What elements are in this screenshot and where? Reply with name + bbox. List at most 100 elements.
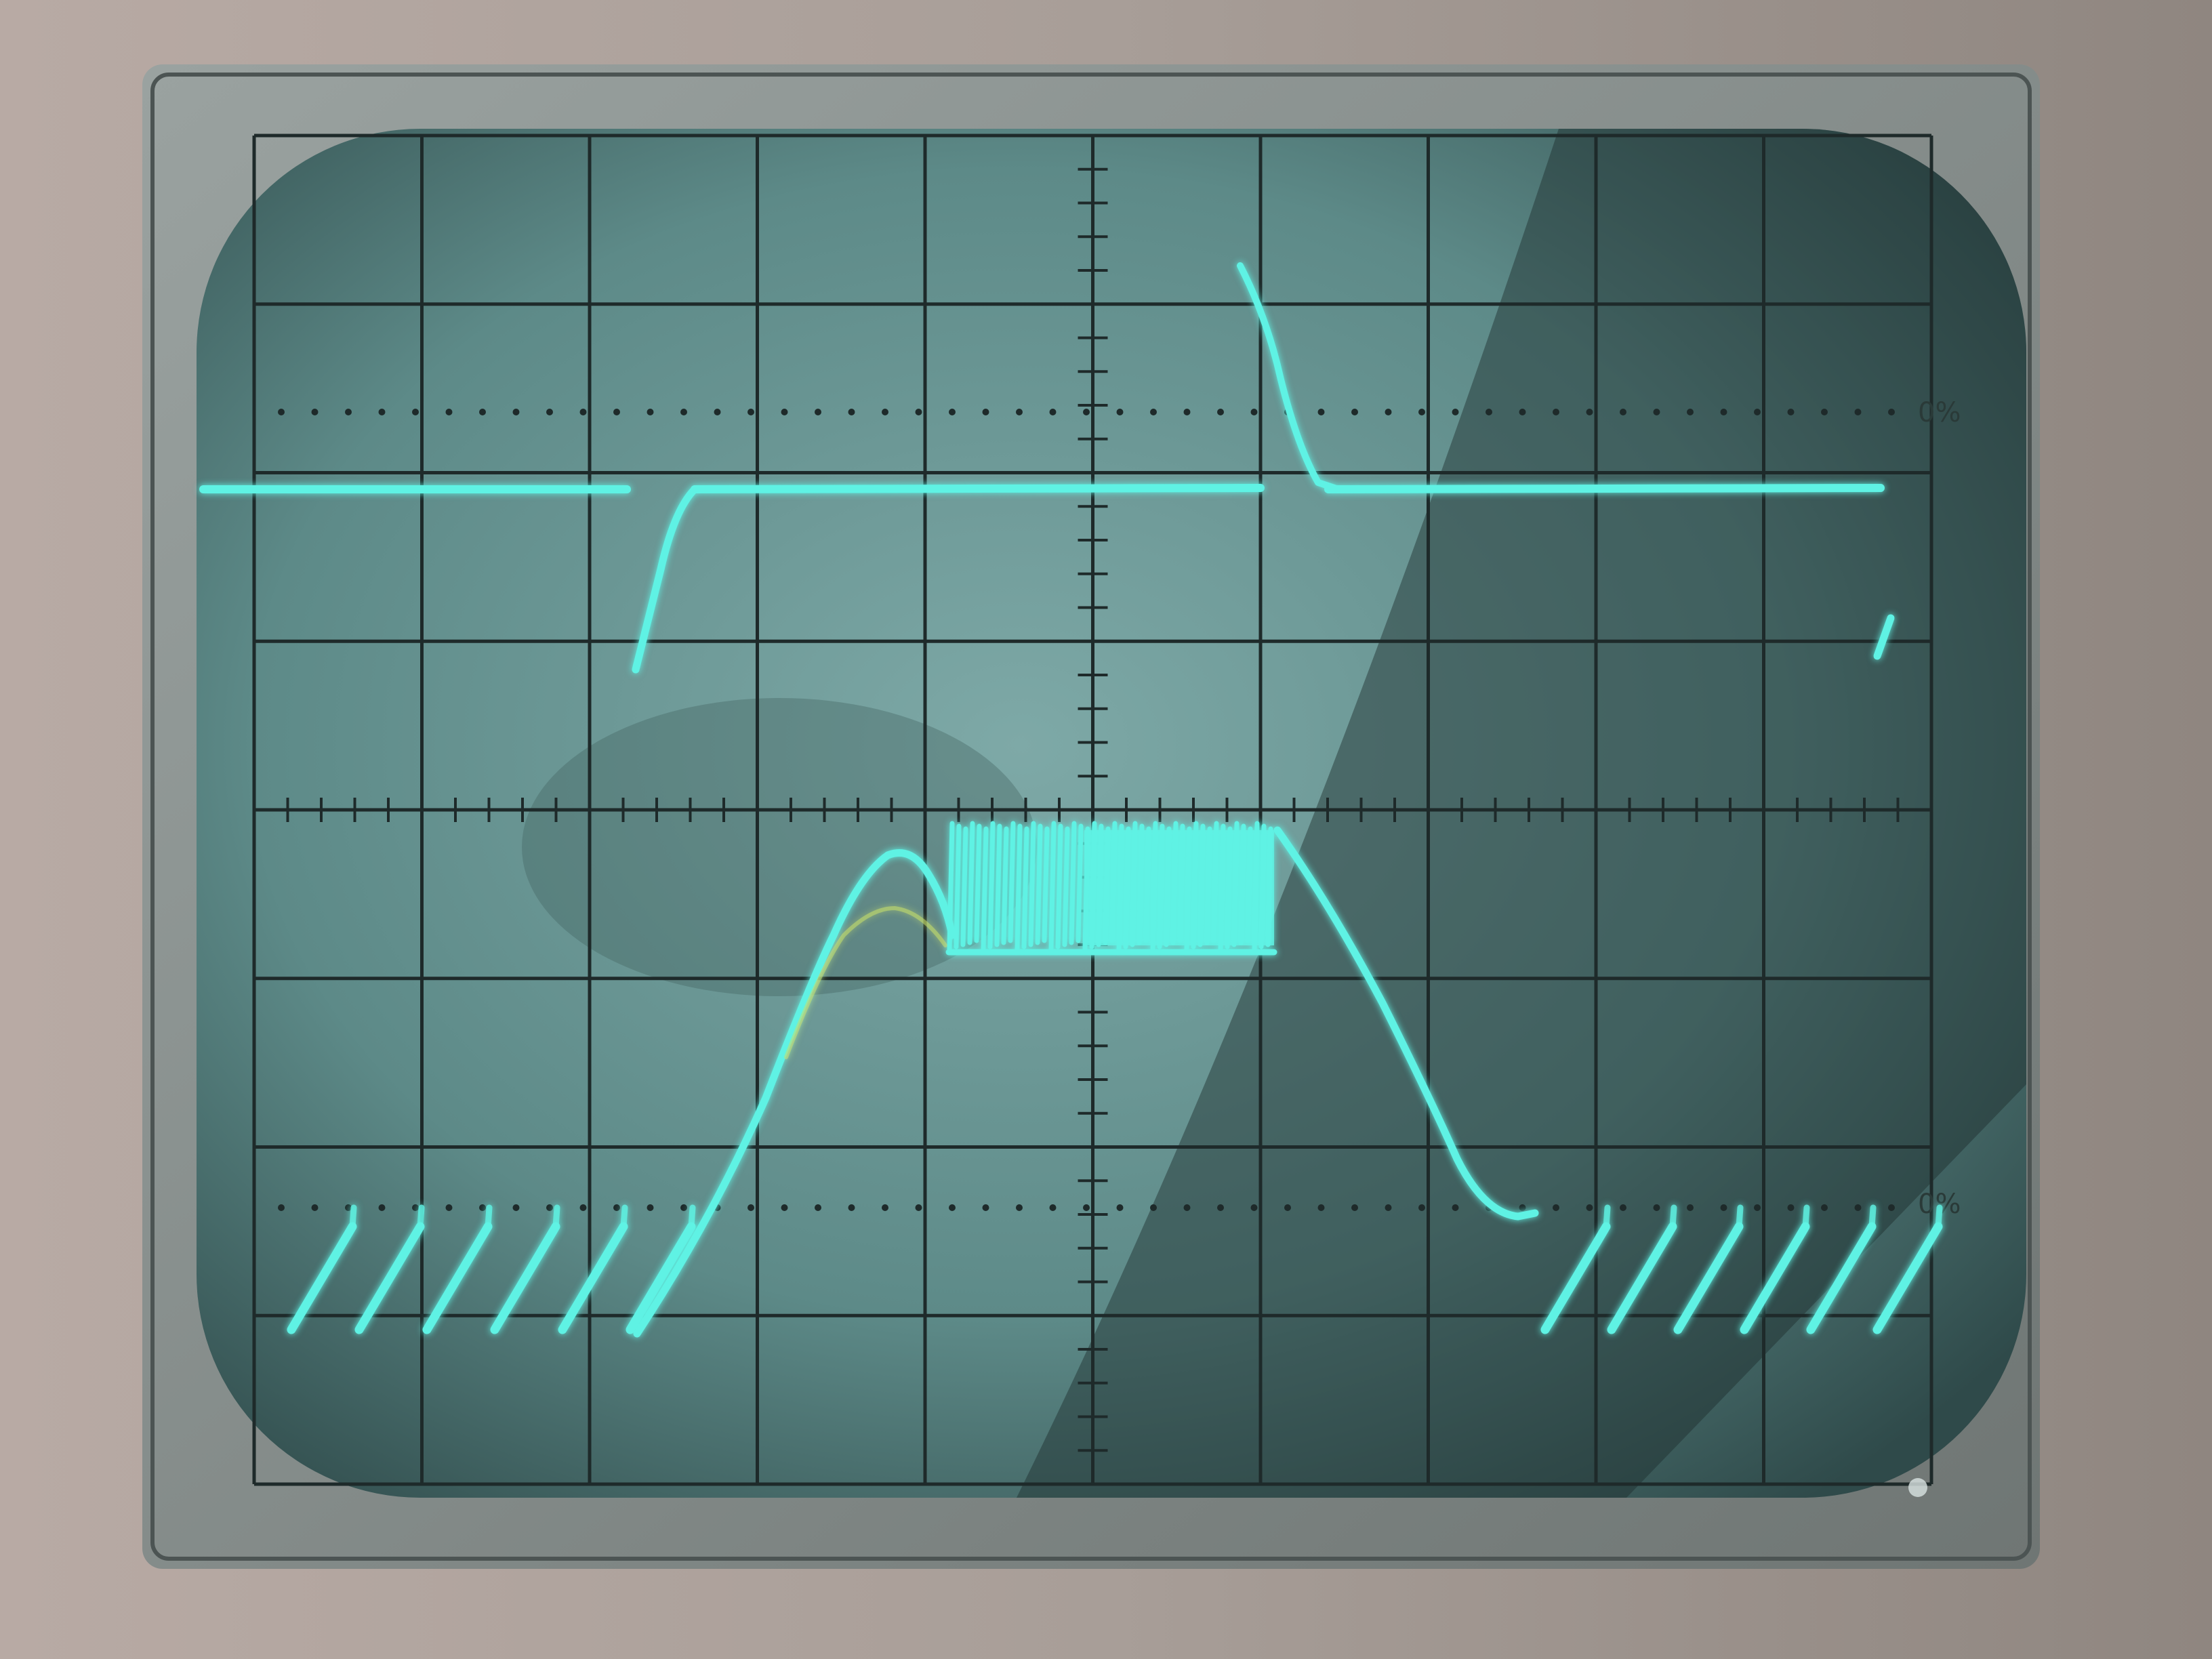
graticule-dot: [915, 1204, 922, 1211]
sawtooth-stroke: [422, 1222, 493, 1334]
graticule-dot: [714, 409, 721, 415]
graticule-dot: [680, 409, 687, 415]
graticule-dot: [1821, 409, 1828, 415]
waveform-traces: [199, 262, 1943, 1338]
graticule-dot: [1754, 409, 1761, 415]
graticule-dot: [1049, 1204, 1057, 1211]
graticule-dot: [982, 1204, 989, 1211]
graticule-dot: [1183, 1204, 1191, 1211]
graticule-dot: [680, 1204, 687, 1211]
graticule-dot: [412, 1204, 419, 1211]
glass-glint: [1908, 1478, 1927, 1497]
graticule-dot: [1217, 409, 1224, 415]
graticule-dot: [1553, 409, 1559, 415]
burst-line: [1028, 821, 1036, 947]
graticule-dot: [882, 1204, 888, 1211]
graticule-dot: [311, 409, 319, 415]
graticule-dot: [848, 409, 855, 415]
burst-line: [1062, 826, 1070, 947]
graticule-dot: [1687, 1204, 1694, 1211]
graticule-dot: [1016, 409, 1023, 415]
sawtooth-stroke-cap: [349, 1204, 357, 1230]
graticule-dot: [1787, 409, 1795, 415]
sawtooth-stroke: [490, 1222, 560, 1334]
sawtooth-stroke: [354, 1222, 425, 1334]
graticule-dot: [1116, 409, 1124, 415]
sawtooth-stroke: [626, 1222, 696, 1334]
sawtooth-stroke: [1607, 1222, 1677, 1334]
graticule-dot: [1049, 409, 1057, 415]
graticule-dot: [1486, 409, 1492, 415]
graticule-dot: [949, 1204, 956, 1211]
graticule-dot: [1519, 1204, 1526, 1211]
graticule-dot: [1754, 1204, 1761, 1211]
burst-line: [994, 823, 1002, 947]
upper-trace-dip: [632, 485, 699, 674]
graticule-dot: [1720, 409, 1727, 415]
graticule-dot: [1620, 409, 1626, 415]
sawtooth-stroke-cap: [485, 1204, 493, 1230]
burst-line: [1076, 823, 1084, 943]
graticule-dot: [1385, 1204, 1392, 1211]
graticule-dot: [1888, 409, 1895, 415]
burst-line: [1069, 821, 1077, 945]
sawtooth-stroke: [287, 1222, 357, 1334]
burst-line: [1055, 823, 1063, 949]
bezel-inner-edge: [150, 73, 2032, 1561]
graticule-dot: [1653, 1204, 1660, 1211]
graticule-dot: [1418, 409, 1425, 415]
graticule-dot: [479, 1204, 486, 1211]
graticule-dot: [1452, 1204, 1459, 1211]
graticule-dot: [647, 409, 654, 415]
graticule-dot: [815, 1204, 821, 1211]
burst-line: [960, 826, 968, 947]
graticule-dot: [1888, 1204, 1895, 1211]
burst-line: [981, 826, 989, 951]
sawtooth-stroke-cap: [552, 1204, 560, 1230]
graticule-dot: [1016, 1204, 1023, 1211]
graticule-dot: [546, 409, 553, 415]
burst-line: [1001, 826, 1009, 945]
graticule-dot: [512, 409, 520, 415]
graticule-dot: [1351, 1204, 1358, 1211]
graticule-dot: [915, 409, 922, 415]
burst-line: [954, 823, 962, 949]
upper-trace-baseline-mid: [691, 484, 1265, 493]
graticule-dot: [1250, 1204, 1258, 1211]
graticule-dot: [1418, 1204, 1425, 1211]
sawtooth-stroke-cap: [1868, 1204, 1877, 1230]
graticule-dot: [1150, 1204, 1157, 1211]
graticule-dot: [1351, 409, 1358, 415]
burst-line: [987, 821, 996, 949]
burst-line: [1042, 826, 1050, 943]
graticule-dot: [1720, 1204, 1727, 1211]
graticule-dot: [579, 409, 587, 415]
graticule-dot: [1217, 1204, 1224, 1211]
upper-trace-spike: [1237, 262, 1342, 493]
graticule-dot: [378, 409, 386, 415]
lower-trace-ramp-up: [633, 849, 956, 1338]
graticule-dot: [1653, 409, 1660, 415]
graticule-dot: [579, 1204, 587, 1211]
graticule-dot: [1150, 409, 1157, 415]
graticule-dot: [345, 409, 352, 415]
graticule-dot: [479, 409, 486, 415]
graticule-dot: [1317, 409, 1325, 415]
graticule-dot: [1854, 409, 1862, 415]
sawtooth-stroke: [558, 1222, 628, 1334]
sawtooth-stroke: [1540, 1222, 1611, 1334]
burst-line: [1021, 826, 1029, 949]
graticule-dot: [613, 409, 620, 415]
graticule-dot: [1854, 1204, 1862, 1211]
lower-trace-sawtooth-left: [287, 1204, 696, 1334]
graticule-dot: [1620, 1204, 1626, 1211]
sawtooth-stroke-cap: [1802, 1204, 1810, 1230]
sawtooth-stroke-cap: [1935, 1204, 1943, 1230]
graticule-dot: [747, 409, 754, 415]
graticule-dot: [747, 1204, 754, 1211]
graticule-dot: [781, 409, 788, 415]
graticule-dot: [848, 1204, 855, 1211]
sawtooth-stroke: [1740, 1222, 1810, 1334]
screen-reflection: [522, 698, 1037, 996]
